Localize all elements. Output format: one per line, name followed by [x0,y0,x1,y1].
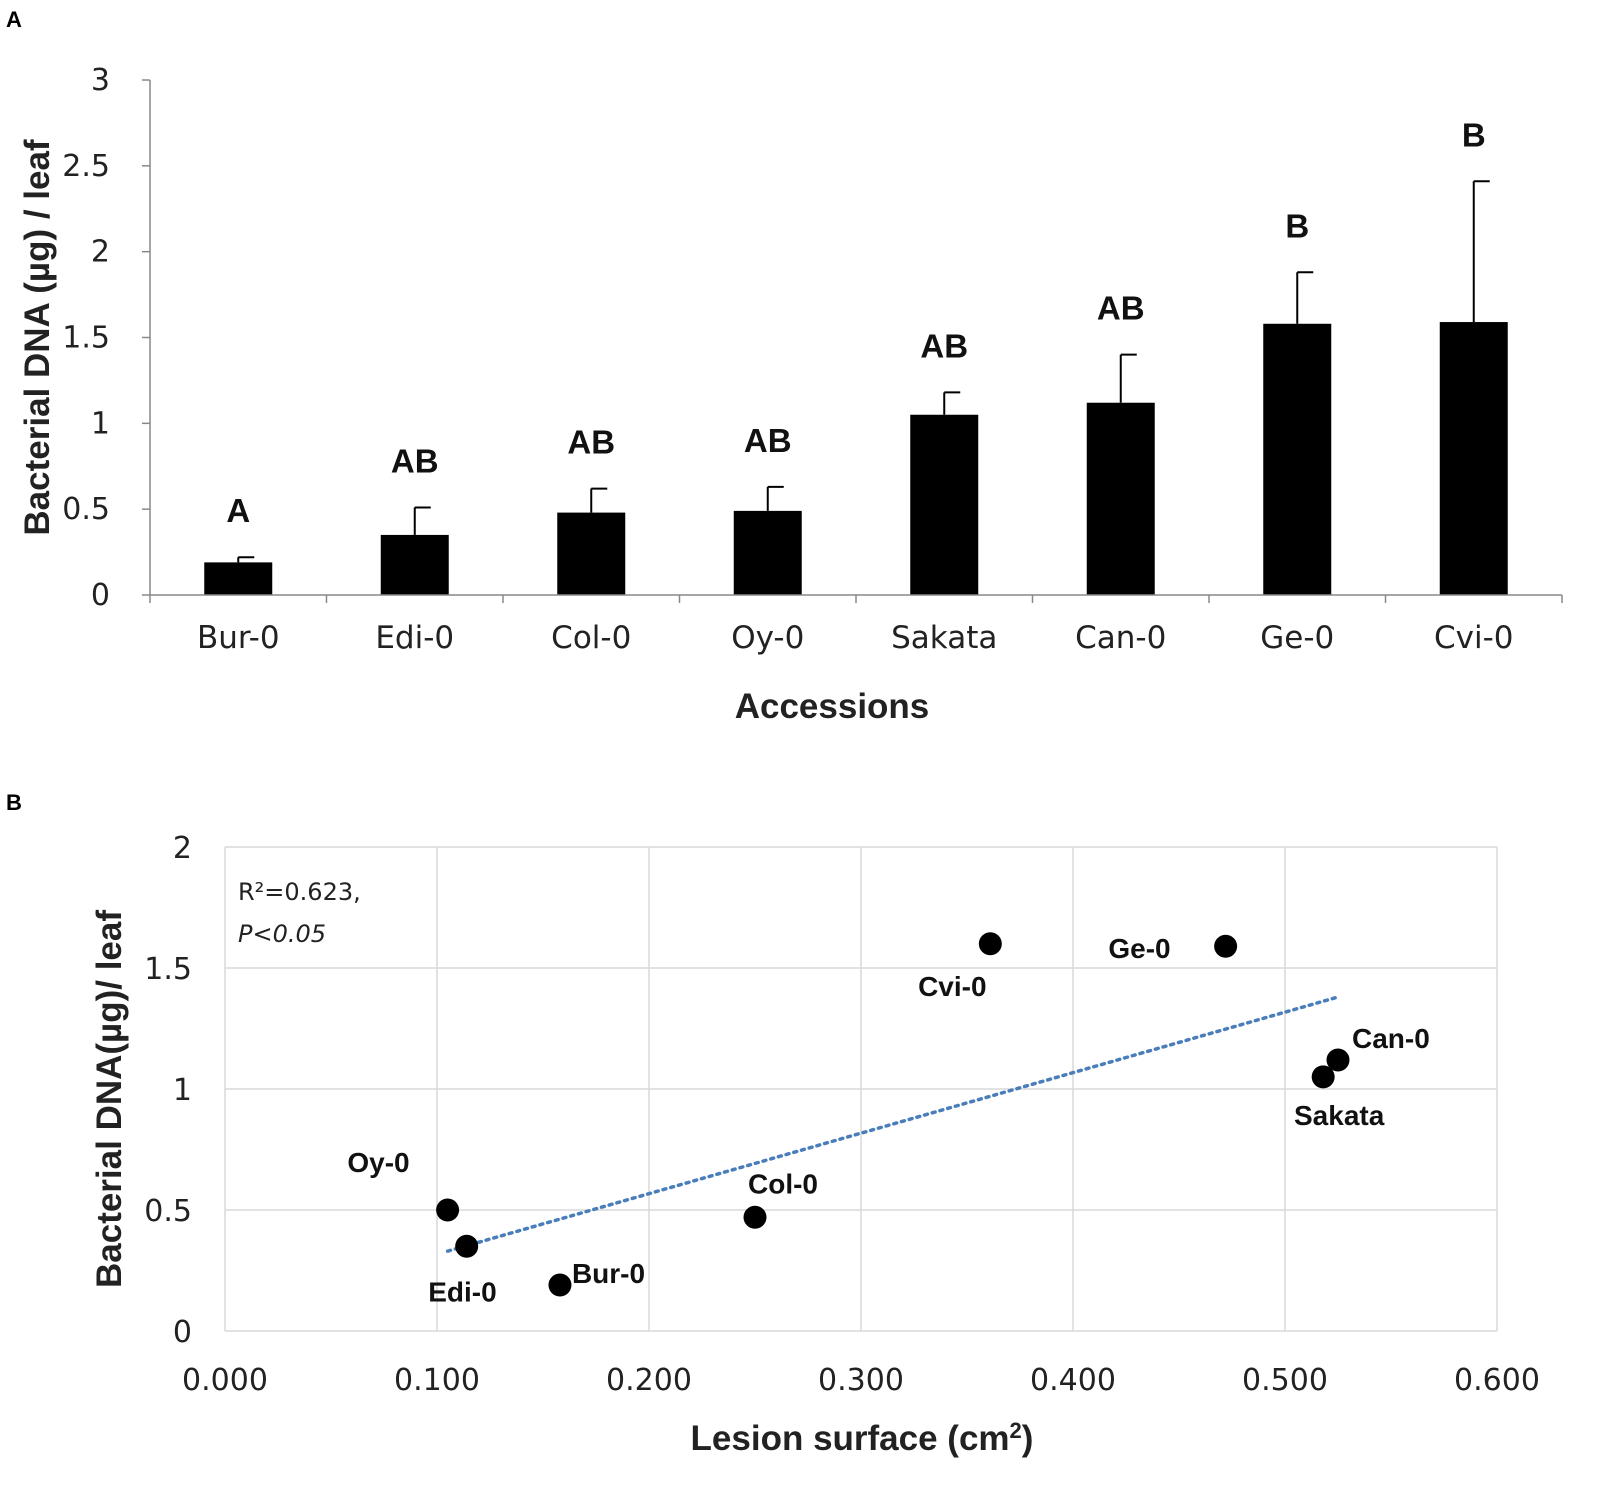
bar-Col-0 [557,512,626,595]
point-label-Sakata: Sakata [1294,1100,1385,1131]
bar-chart: A AB AB AB AB AB B B Bur-0 Edi-0 Col-0 Oy-0 Sakata C… [18,63,1563,726]
point-Oy-0 [436,1198,460,1222]
x-tick-label-Col-0: Col-0 [551,620,631,656]
bar-Can-0 [1086,402,1155,595]
y-tick-label: 2 [91,235,110,270]
significance-label-Sakata: AB [920,327,968,364]
point-Sakata [1311,1065,1335,1089]
x-tick-label: 0.200 [606,1363,692,1398]
bar-Cvi-0 [1439,322,1508,595]
point-Can-0 [1326,1048,1350,1072]
significance-label-Bur-0: A [226,492,250,529]
bar-Edi-0 [380,534,449,595]
x-tick-label-Sakata: Sakata [891,620,997,656]
point-label-Cvi-0: Cvi-0 [918,971,986,1002]
bar-Ge-0 [1263,323,1332,595]
point-Ge-0 [1214,934,1238,958]
bar-chart-y-axis-title: Bacterial DNA (µg) / leaf [18,139,57,536]
scatter-chart: Oy-0Edi-0Bur-0Col-0Cvi-0Ge-0SakataCan-0 … [90,831,1540,1458]
p-value-text: P<0.05 [238,920,326,948]
point-label-Col-0: Col-0 [748,1168,818,1199]
point-Bur-0 [548,1273,572,1297]
x-tick-label-Can-0: Can-0 [1075,620,1166,656]
r-squared-text: R²=0.623, [238,878,361,906]
scatter-x-axis-title: Lesion surface (cm2) [691,1418,1034,1458]
bar-Bur-0 [204,562,273,595]
scatter-x-axis-title-main: Lesion surface (cm [691,1419,1010,1458]
point-label-Edi-0: Edi-0 [428,1276,496,1307]
x-tick-label: 0.300 [818,1363,904,1398]
point-Edi-0 [455,1234,479,1258]
significance-label-Can-0: AB [1097,290,1145,327]
x-tick-label-Bur-0: Bur-0 [197,620,280,656]
bar-chart-x-axis-title: Accessions [735,687,930,726]
y-tick-label: 0.5 [144,1194,192,1229]
y-tick-label: 0 [173,1315,192,1350]
point-label-Oy-0: Oy-0 [347,1147,409,1178]
y-tick-label: 2.5 [62,149,110,184]
y-tick-label: 0.5 [62,492,110,527]
significance-label-Ge-0: B [1285,207,1309,244]
significance-label-Col-0: AB [567,424,615,461]
x-tick-label: 0.400 [1030,1363,1116,1398]
panel-a-label: A [6,7,22,32]
x-tick-label: 0.600 [1454,1363,1540,1398]
y-tick-label: 1.5 [144,952,192,987]
y-tick-label: 0 [91,578,110,613]
point-label-Bur-0: Bur-0 [572,1258,645,1289]
significance-label-Oy-0: AB [744,422,792,459]
bar-chart-axes: Bur-0 Edi-0 Col-0 Oy-0 Sakata Can-0 Ge-0 Cvi-0 0… [62,63,1563,656]
x-tick-label-Oy-0: Oy-0 [731,620,804,656]
scatter-points-group: Oy-0 Edi-0 Bur-0 Col-0 Cvi-0 Ge-0 Sakata Can-0 [347,932,1430,1307]
x-tick-label-Edi-0: Edi-0 [375,620,454,656]
trendline [445,995,1340,1253]
x-tick-label: 0.500 [1242,1363,1328,1398]
scatter-x-axis-title-close: ) [1022,1419,1034,1458]
x-tick-label: 0.100 [394,1363,480,1398]
point-label-Ge-0: Ge-0 [1108,933,1170,964]
x-tick-label: 0.000 [182,1363,268,1398]
y-tick-label: 1 [91,406,110,441]
y-tick-label: 1.5 [62,321,110,356]
x-tick-label-Cvi-0: Cvi-0 [1434,620,1514,656]
y-tick-label: 1 [173,1073,192,1108]
panel-b-label: B [6,790,22,815]
x-tick-label-Ge-0: Ge-0 [1260,620,1334,656]
point-Cvi-0 [978,932,1002,956]
point-label-Can-0: Can-0 [1352,1023,1430,1054]
scatter-grid [224,846,1498,1332]
y-tick-label: 2 [173,831,192,866]
point-Col-0 [743,1205,767,1229]
scatter-ticks-group: 0.000 0.100 0.200 0.300 0.400 0.500 0.600 0 0.5 1… [144,831,1540,1398]
scatter-trendline-group [445,995,1340,1253]
bar-Sakata [910,414,979,595]
bar-Oy-0 [733,510,802,595]
bars-group: A AB AB AB AB AB B B [204,116,1508,595]
y-tick-label: 3 [91,63,110,98]
scatter-y-axis-title: Bacterial DNA(µg)/ leaf [90,910,129,1288]
scatter-x-axis-title-sup: 2 [1010,1418,1022,1443]
significance-label-Edi-0: AB [391,442,439,479]
significance-label-Cvi-0: B [1462,116,1486,153]
